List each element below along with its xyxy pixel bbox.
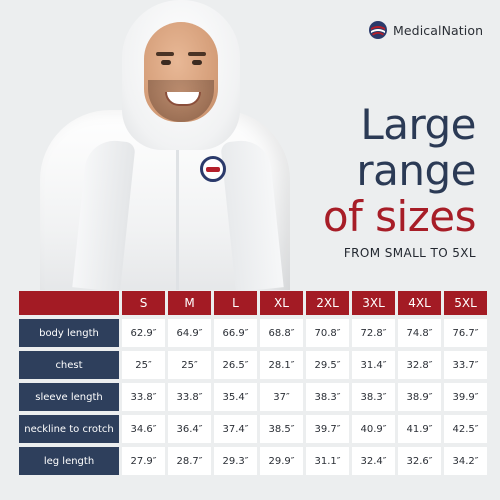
size-header-cell: 4XL (398, 291, 441, 315)
row-label-body-length: body length (19, 319, 119, 347)
coverall-zipper (176, 150, 179, 290)
size-chart-table: S M L XL 2XL 3XL 4XL 5XL body length 62.… (16, 287, 490, 479)
measurement-cell: 66.9″ (214, 319, 257, 347)
model-right-brow (188, 52, 206, 56)
row-label-leg-length: leg length (19, 447, 119, 475)
measurement-cell: 33.8″ (122, 383, 165, 411)
table-row: neckline to crotch 34.6″ 36.4″ 37.4″ 38.… (19, 415, 487, 443)
headline-line-1: Large (360, 100, 476, 149)
measurement-cell: 76.7″ (444, 319, 487, 347)
row-label-chest: chest (19, 351, 119, 379)
measurement-cell: 32.6″ (398, 447, 441, 475)
brand-logo: MedicalNation (368, 20, 483, 40)
measurement-cell: 29.3″ (214, 447, 257, 475)
headline: Large range of sizes (322, 100, 477, 241)
measurement-cell: 37″ (260, 383, 303, 411)
measurement-cell: 74.8″ (398, 319, 441, 347)
measurement-cell: 62.9″ (122, 319, 165, 347)
measurement-cell: 33.8″ (168, 383, 211, 411)
model-right-eye (192, 60, 202, 65)
measurement-cell: 38.3″ (306, 383, 349, 411)
size-header-cell: 2XL (306, 291, 349, 315)
medical-nation-emblem-icon (369, 21, 387, 39)
measurement-cell: 37.4″ (214, 415, 257, 443)
size-range-subline: FROM SMALL TO 5XL (343, 246, 476, 260)
measurement-cell: 27.9″ (122, 447, 165, 475)
table-row: body length 62.9″ 64.9″ 66.9″ 68.8″ 70.8… (19, 319, 487, 347)
measurement-cell: 34.6″ (122, 415, 165, 443)
measurement-cell: 35.4″ (214, 383, 257, 411)
table-row: chest 25″ 25″ 26.5″ 28.1″ 29.5″ 31.4″ 32… (19, 351, 487, 379)
measurement-cell: 38.9″ (398, 383, 441, 411)
measurement-cell: 38.5″ (260, 415, 303, 443)
measurement-cell: 33.7″ (444, 351, 487, 379)
brand-name: MedicalNation (393, 22, 484, 38)
table-row: leg length 27.9″ 28.7″ 29.3″ 29.9″ 31.1″… (19, 447, 487, 475)
row-label-neckline-to-crotch: neckline to crotch (19, 415, 119, 443)
measurement-cell: 29.5″ (306, 351, 349, 379)
measurement-cell: 38.3″ (352, 383, 395, 411)
model-left-eye (161, 60, 171, 65)
size-header-cell: M (168, 291, 211, 315)
measurement-cell: 72.8″ (352, 319, 395, 347)
measurement-cell: 68.8″ (260, 319, 303, 347)
measurement-cell: 31.1″ (306, 447, 349, 475)
measurement-cell: 39.9″ (444, 383, 487, 411)
size-header-cell: 5XL (444, 291, 487, 315)
measurement-cell: 28.7″ (168, 447, 211, 475)
measurement-cell: 32.8″ (398, 351, 441, 379)
header-corner-cell (19, 291, 119, 315)
measurement-cell: 25″ (122, 351, 165, 379)
measurement-cell: 31.4″ (352, 351, 395, 379)
size-header-cell: L (214, 291, 257, 315)
size-header-row: S M L XL 2XL 3XL 4XL 5XL (19, 291, 487, 315)
patch-stripe (206, 167, 220, 172)
measurement-cell: 25″ (168, 351, 211, 379)
measurement-cell: 28.1″ (260, 351, 303, 379)
measurement-cell: 40.9″ (352, 415, 395, 443)
size-header-cell: XL (260, 291, 303, 315)
measurement-cell: 64.9″ (168, 319, 211, 347)
size-header-cell: S (122, 291, 165, 315)
measurement-cell: 29.9″ (260, 447, 303, 475)
model-in-white-coverall-photo (0, 0, 300, 290)
model-left-brow (156, 52, 174, 56)
measurement-cell: 42.5″ (444, 415, 487, 443)
measurement-cell: 41.9″ (398, 415, 441, 443)
headline-line-2: range (356, 146, 476, 195)
measurement-cell: 32.4″ (352, 447, 395, 475)
measurement-cell: 70.8″ (306, 319, 349, 347)
table-row: sleeve length 33.8″ 33.8″ 35.4″ 37″ 38.3… (19, 383, 487, 411)
measurement-cell: 34.2″ (444, 447, 487, 475)
size-header-cell: 3XL (352, 291, 395, 315)
measurement-cell: 26.5″ (214, 351, 257, 379)
measurement-cell: 36.4″ (168, 415, 211, 443)
row-label-sleeve-length: sleeve length (19, 383, 119, 411)
headline-line-3: of sizes (322, 192, 477, 241)
measurement-cell: 39.7″ (306, 415, 349, 443)
chest-logo-patch (200, 156, 226, 182)
